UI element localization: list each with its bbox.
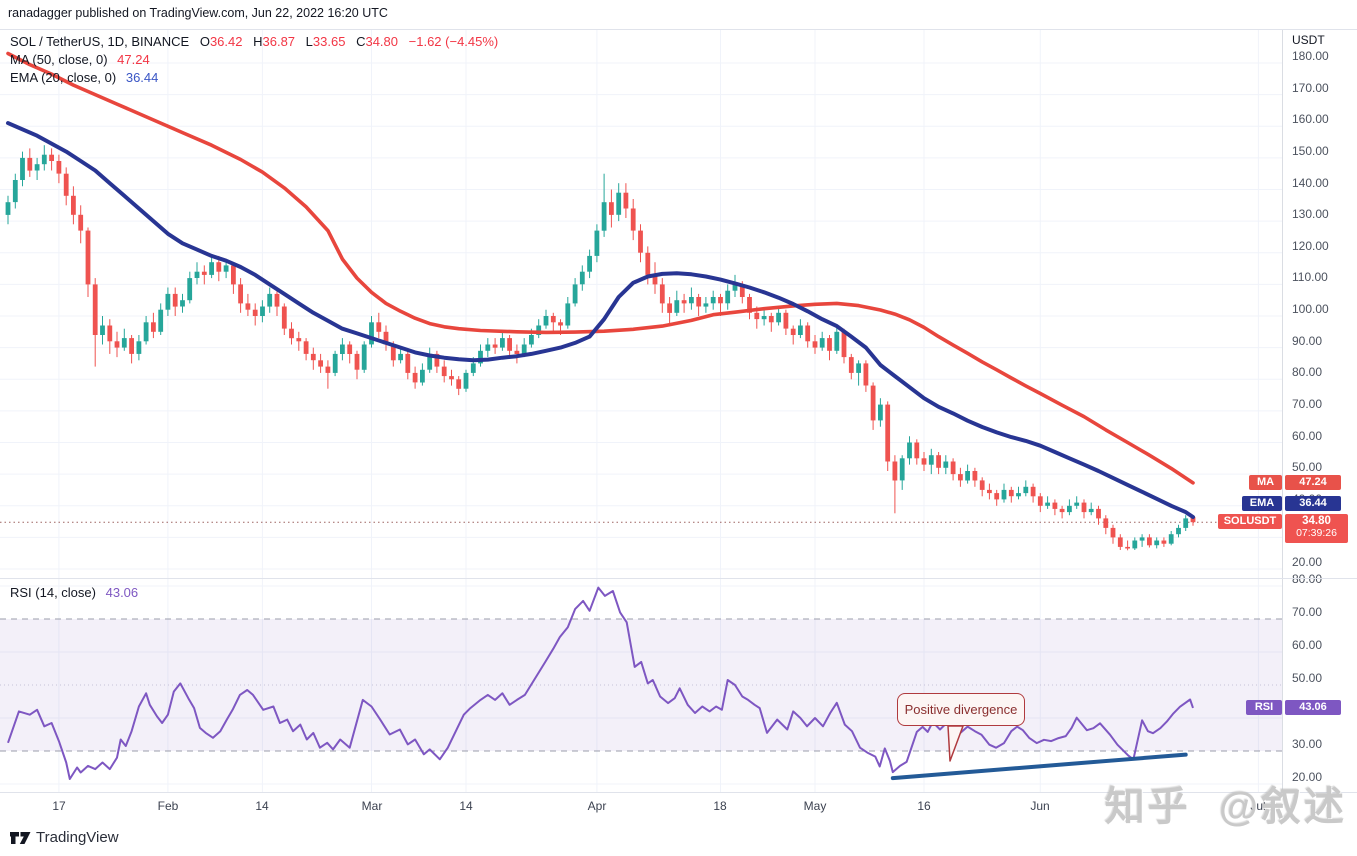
- ema-legend-label: EMA (20, close, 0): [10, 70, 117, 85]
- time-tick: 16: [917, 799, 931, 813]
- axis-tick: 110.00: [1292, 270, 1328, 284]
- time-tick: 18: [713, 799, 727, 813]
- close-value: 34.80: [365, 34, 399, 49]
- ema-legend-value: 36.44: [125, 70, 159, 85]
- bar-countdown: 07:39:26: [1296, 527, 1337, 539]
- ma-legend-value: 47.24: [117, 52, 150, 67]
- price-axis-divider: [1282, 29, 1283, 822]
- time-tick: Feb: [157, 799, 179, 813]
- close-key: C: [356, 34, 366, 49]
- ma-axis-tag: MA: [1249, 475, 1282, 490]
- time-tick: Jul: [1250, 799, 1266, 813]
- rsi-axis-tag: RSI: [1246, 700, 1282, 715]
- tradingview-brand[interactable]: TradingView: [36, 829, 119, 846]
- axis-tick: 50.00: [1292, 460, 1323, 474]
- rsi-legend-row[interactable]: RSI (14, close) 43.06: [10, 585, 138, 600]
- axis-tick: 80.00: [1292, 572, 1323, 586]
- axis-tick: 160.00: [1292, 112, 1329, 126]
- low-value: 33.65: [312, 34, 346, 49]
- time-tick: May: [803, 799, 827, 813]
- axis-tick: 100.00: [1292, 302, 1329, 316]
- legend-panel: SOL / TetherUS, 1D, BINANCE O36.42 H36.8…: [10, 33, 498, 87]
- time-tick: 14: [255, 799, 269, 813]
- ma-legend-label: MA (50, close, 0): [10, 52, 108, 67]
- axis-tick: 70.00: [1292, 605, 1323, 619]
- symbol-title: SOL / TetherUS, 1D, BINANCE: [10, 34, 190, 49]
- ema-legend-row[interactable]: EMA (20, close, 0) 36.44: [10, 69, 498, 87]
- ema-axis-tag: EMA: [1242, 496, 1282, 511]
- rsi-legend-label: RSI (14, close): [10, 585, 96, 600]
- time-tick: 17: [52, 799, 66, 813]
- ema-axis-value: 36.44: [1285, 496, 1341, 511]
- rsi-legend-value: 43.06: [105, 585, 139, 600]
- axis-tick: 60.00: [1292, 429, 1323, 443]
- last-price-label: 34.80 07:39:26: [1285, 514, 1348, 543]
- axis-tick: 50.00: [1292, 671, 1323, 685]
- axis-tick: 120.00: [1292, 239, 1329, 253]
- axis-tick: 20.00: [1292, 770, 1323, 784]
- time-tick: Mar: [361, 799, 383, 813]
- symbol-legend-row[interactable]: SOL / TetherUS, 1D, BINANCE O36.42 H36.8…: [10, 33, 498, 51]
- low-key: L: [305, 34, 313, 49]
- axis-tick: 20.00: [1292, 555, 1323, 569]
- publish-info: ranadagger published on TradingView.com,…: [8, 6, 388, 20]
- axis-tick: 170.00: [1292, 81, 1329, 95]
- ma-legend-row[interactable]: MA (50, close, 0) 47.24: [10, 51, 498, 69]
- pane-divider[interactable]: [0, 578, 1357, 579]
- axis-tick: 30.00: [1292, 737, 1323, 751]
- time-tick: 14: [459, 799, 473, 813]
- time-tick: Apr: [587, 799, 607, 813]
- axis-tick: 130.00: [1292, 207, 1329, 221]
- symbol-axis-tag: SOLUSDT: [1218, 514, 1282, 529]
- axis-tick: 60.00: [1292, 638, 1323, 652]
- callout-text: Positive divergence: [904, 702, 1018, 717]
- axis-tick: 150.00: [1292, 144, 1329, 158]
- time-axis-divider: [0, 792, 1357, 793]
- high-value: 36.87: [262, 34, 296, 49]
- open-key: O: [199, 34, 210, 49]
- ma-axis-value: 47.24: [1285, 475, 1341, 490]
- high-key: H: [253, 34, 263, 49]
- open-value: 36.42: [209, 34, 243, 49]
- last-price-value: 34.80: [1302, 515, 1331, 527]
- price-axis-unit: USDT: [1292, 33, 1325, 47]
- footer-bar: TradingView: [0, 822, 1357, 856]
- axis-tick: 90.00: [1292, 334, 1323, 348]
- axis-tick: 140.00: [1292, 176, 1329, 190]
- topbar-divider: [0, 29, 1357, 30]
- callout-pointer: [947, 725, 964, 762]
- time-axis[interactable]: 17 Feb 14 Mar 14 Apr 18 May 16 Jun Jul: [0, 793, 1283, 822]
- axis-tick: 70.00: [1292, 397, 1323, 411]
- axis-tick: 180.00: [1292, 49, 1329, 63]
- axis-tick: 80.00: [1292, 365, 1323, 379]
- rsi-axis-value: 43.06: [1285, 700, 1341, 715]
- change-value: −1.62 (−4.45%): [408, 34, 499, 49]
- time-tick: Jun: [1030, 799, 1050, 813]
- tradingview-logo-icon[interactable]: [10, 830, 31, 847]
- positive-divergence-callout[interactable]: Positive divergence: [897, 693, 1025, 726]
